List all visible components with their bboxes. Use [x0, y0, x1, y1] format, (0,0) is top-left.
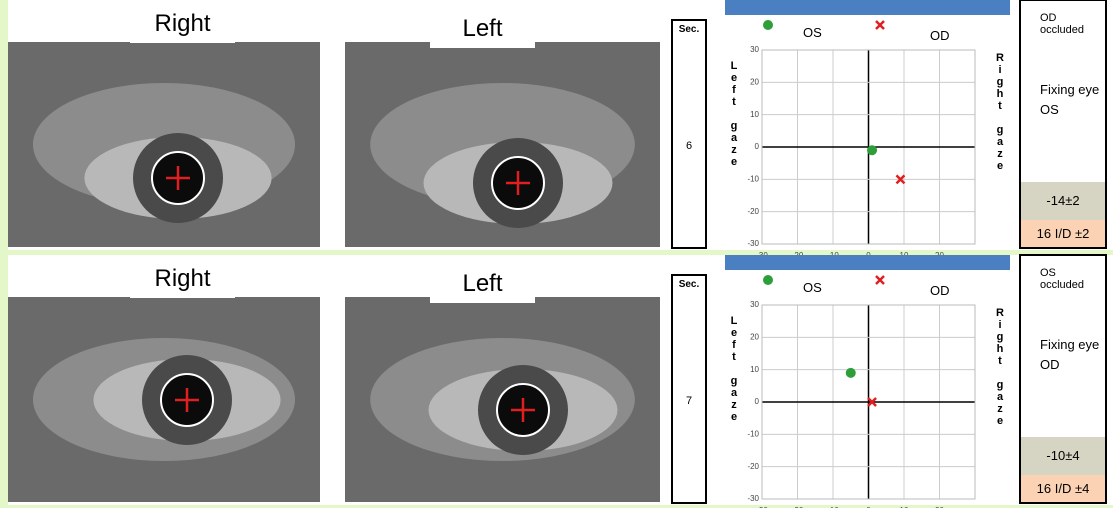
x-tick-label: -30	[756, 506, 768, 508]
occlusion: OS occluded	[1040, 267, 1085, 291]
y-tick-label: -20	[747, 462, 759, 471]
x-tick-label: 0	[866, 506, 871, 508]
y-tick-label: 30	[750, 45, 759, 54]
y-tick-label: 20	[750, 332, 759, 341]
y-tick-label: 10	[750, 365, 759, 374]
y-tick-label: -10	[747, 429, 759, 438]
right-label: Right	[130, 5, 235, 43]
y-tick-label: -20	[747, 207, 759, 216]
sec-value: 7	[674, 395, 704, 407]
y-tick-label: -30	[747, 494, 759, 503]
legend-label: OD	[930, 28, 950, 43]
x-tick-label: -10	[827, 506, 839, 508]
y-tick-label: 0	[755, 397, 760, 406]
right-gaze: Right gaze	[994, 52, 1006, 172]
legend-marker	[875, 20, 885, 30]
left-gaze: Left gaze	[728, 315, 740, 423]
deviation: -10±4	[1021, 437, 1105, 475]
legend-label: OD	[930, 283, 950, 298]
y-tick-label: -30	[747, 239, 759, 248]
x-tick-label: 20	[935, 506, 944, 508]
legend-label: OS	[803, 280, 822, 295]
point	[867, 397, 877, 407]
plot-frame	[761, 304, 976, 500]
legend-marker	[875, 275, 885, 285]
plot-frame	[761, 49, 976, 245]
sec-column	[671, 274, 707, 504]
fixation: Fixing eye OD	[1040, 337, 1100, 372]
point	[867, 145, 878, 156]
deviation: -14±2	[1021, 182, 1105, 220]
legend-label: OS	[803, 25, 822, 40]
y-tick-label: -10	[747, 174, 759, 183]
x-tick-label: -20	[792, 506, 804, 508]
left-label: Left	[430, 10, 535, 48]
left-label: Left	[430, 265, 535, 303]
sec-header: Sec.	[674, 279, 704, 290]
y-tick-label: 10	[750, 110, 759, 119]
sec-value: 6	[674, 140, 704, 152]
y-tick-label: 30	[750, 300, 759, 309]
header-bar	[725, 0, 1010, 15]
sec-column	[671, 19, 707, 249]
fixation: Fixing eye OS	[1040, 82, 1100, 117]
sec-header: Sec.	[674, 24, 704, 35]
point	[845, 367, 856, 378]
right-label: Right	[130, 260, 235, 298]
occlusion: OD occluded	[1040, 12, 1085, 36]
point	[895, 174, 906, 185]
vertical-deviation: 16 I/D ±4	[1021, 475, 1105, 502]
legend-marker	[763, 20, 773, 30]
header-bar	[725, 255, 1010, 270]
x-tick-label: 10	[900, 506, 909, 508]
left-gaze: Left gaze	[728, 60, 740, 168]
right-gaze: Right gaze	[994, 307, 1006, 427]
y-tick-label: 20	[750, 77, 759, 86]
y-tick-label: 0	[755, 142, 760, 151]
legend-marker	[763, 275, 773, 285]
vertical-deviation: 16 I/D ±2	[1021, 220, 1105, 247]
